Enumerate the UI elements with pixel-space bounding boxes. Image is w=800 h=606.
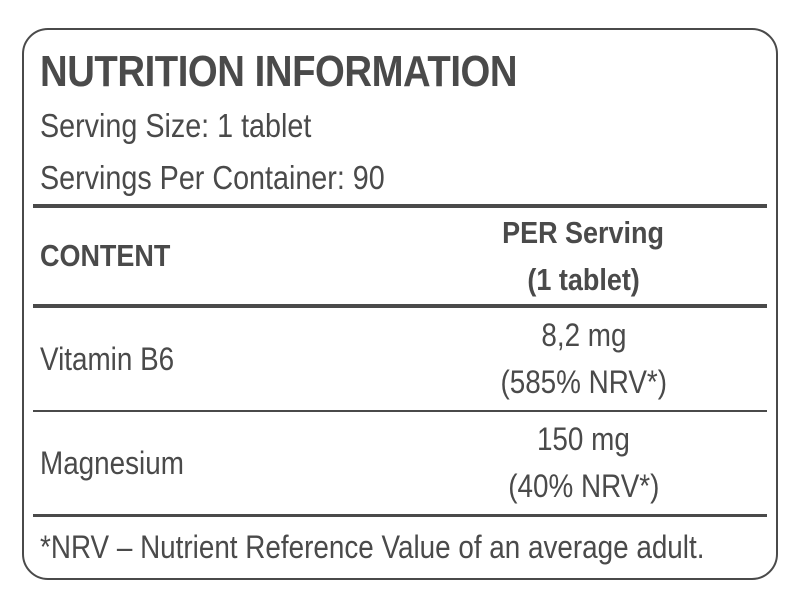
nutrient-value: 8,2 mg (585% NRV*)	[400, 308, 767, 410]
nutrient-amount: 150 mg	[537, 421, 630, 457]
label-inner: NUTRITION INFORMATION Serving Size: 1 ta…	[33, 30, 767, 578]
table-row-magnesium: Magnesium 150 mg (40% NRV*)	[33, 412, 767, 514]
nutrition-label: NUTRITION INFORMATION Serving Size: 1 ta…	[22, 28, 778, 580]
nutrient-amount: 8,2 mg	[540, 317, 627, 353]
nutrient-name: Magnesium	[40, 444, 184, 481]
table-header-row: CONTENT PER Serving (1 tablet)	[33, 208, 767, 304]
divider-top	[33, 204, 767, 208]
divider-row	[33, 410, 767, 412]
servings-per-container-line: Servings Per Container: 90	[40, 152, 767, 204]
column-header-content-text: CONTENT	[40, 238, 171, 273]
nutrient-nrv: (585% NRV*)	[500, 364, 667, 400]
nutrient-name: Vitamin B6	[40, 340, 175, 377]
footnote: *NRV – Nutrient Reference Value of an av…	[33, 517, 767, 578]
page-title-text: NUTRITION INFORMATION	[40, 47, 518, 96]
divider-header	[33, 304, 767, 308]
table-row-vitamin-b6: Vitamin B6 8,2 mg (585% NRV*)	[33, 308, 767, 410]
nutrient-nrv: (40% NRV*)	[507, 468, 660, 504]
column-header-per-serving: PER Serving (1 tablet)	[400, 208, 767, 304]
page-title: NUTRITION INFORMATION	[40, 44, 767, 100]
label-header-section: NUTRITION INFORMATION Serving Size: 1 ta…	[33, 30, 767, 204]
servings-per-container-text: Servings Per Container: 90	[40, 159, 385, 196]
nutrient-value: 150 mg (40% NRV*)	[400, 412, 767, 514]
serving-size-line: Serving Size: 1 tablet	[40, 100, 767, 152]
divider-footer	[33, 514, 767, 517]
column-header-content: CONTENT	[33, 208, 400, 304]
per-serving-line2: (1 tablet)	[527, 262, 640, 297]
footnote-text: *NRV – Nutrient Reference Value of an av…	[40, 529, 705, 565]
per-serving-line1: PER Serving	[502, 215, 665, 250]
serving-size-text: Serving Size: 1 tablet	[40, 107, 312, 144]
